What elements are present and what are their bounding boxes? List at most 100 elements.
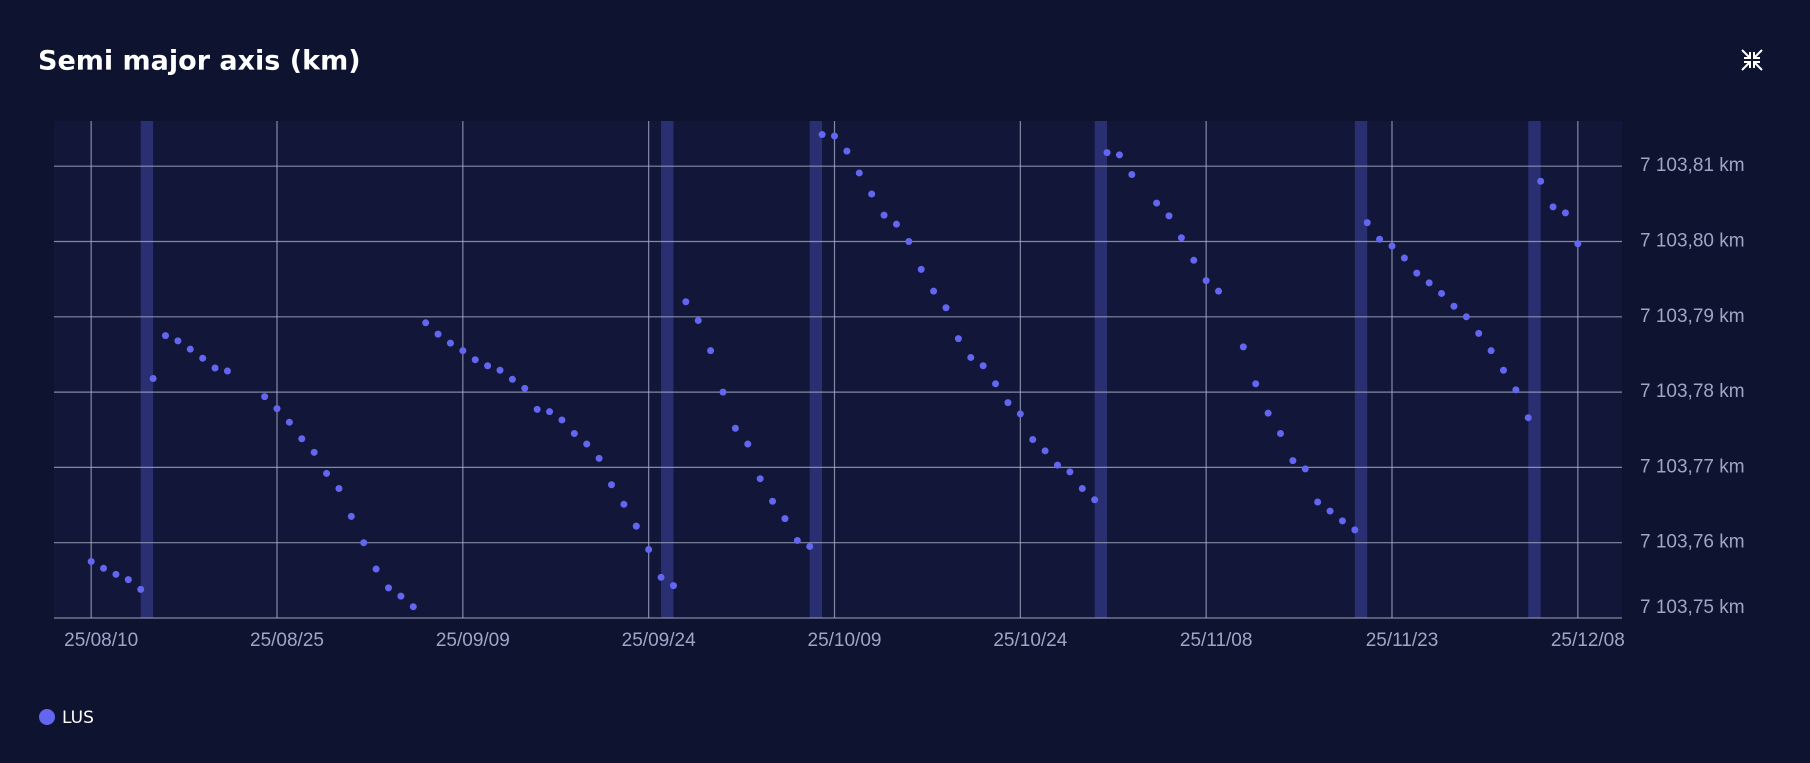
data-point	[1376, 235, 1384, 243]
data-point	[162, 332, 169, 340]
data-point	[1115, 151, 1123, 159]
collapse-icon-part	[1741, 49, 1751, 59]
collapse-button[interactable]	[1741, 49, 1763, 71]
data-point	[112, 570, 120, 578]
data-point	[1462, 313, 1470, 321]
data-point	[855, 169, 863, 177]
data-point	[149, 375, 157, 383]
data-point	[385, 584, 392, 592]
data-point	[1190, 256, 1198, 264]
data-point	[1301, 465, 1309, 473]
data-point	[223, 367, 231, 375]
data-point	[954, 335, 962, 343]
data-point	[558, 416, 566, 424]
maneuver-band	[661, 121, 674, 618]
data-point	[372, 565, 380, 573]
data-point	[917, 265, 925, 273]
data-point	[1029, 436, 1037, 444]
data-point	[496, 366, 504, 374]
data-point	[1500, 366, 1507, 374]
data-point	[806, 542, 814, 550]
data-point	[261, 393, 269, 401]
data-point	[273, 405, 281, 413]
data-point	[570, 430, 578, 438]
data-point	[1215, 287, 1223, 295]
data-point	[1413, 269, 1421, 277]
data-point	[831, 132, 838, 140]
y-tick-label: 7 103,79 km	[1640, 306, 1745, 327]
data-point	[1091, 496, 1099, 504]
collapse-icon-part	[1753, 49, 1763, 59]
x-tick-label: 25/09/09	[436, 630, 510, 651]
data-point	[682, 298, 690, 306]
data-point	[1450, 302, 1458, 310]
data-point	[1574, 240, 1582, 248]
data-point	[335, 484, 343, 492]
data-point	[521, 384, 529, 392]
data-point	[546, 408, 554, 416]
chart-title: Semi major axis (km)	[38, 46, 361, 77]
data-point	[669, 582, 677, 590]
data-point	[1338, 517, 1346, 525]
data-point	[707, 347, 715, 355]
x-tick-label: 25/10/24	[993, 630, 1067, 651]
maneuver-band	[140, 121, 154, 618]
x-tick-label: 25/08/25	[250, 630, 324, 651]
data-point	[422, 319, 430, 327]
data-point	[905, 237, 913, 245]
data-point	[1475, 329, 1483, 337]
data-point	[1041, 447, 1049, 455]
data-point	[818, 131, 826, 139]
data-point	[533, 405, 541, 413]
y-tick-label: 7 103,78 km	[1640, 381, 1745, 402]
data-point	[756, 475, 764, 483]
data-point	[1351, 526, 1359, 534]
data-point	[967, 353, 975, 361]
data-point	[979, 362, 987, 370]
data-point	[583, 440, 591, 448]
data-point	[1537, 177, 1545, 185]
data-point	[608, 481, 615, 489]
data-point	[1128, 170, 1136, 178]
data-point	[892, 220, 900, 228]
data-point	[174, 337, 182, 345]
data-point	[1054, 461, 1061, 469]
data-point	[620, 500, 628, 508]
data-point	[731, 424, 739, 432]
data-point	[459, 347, 467, 355]
data-point	[1066, 468, 1074, 476]
data-point	[1078, 484, 1086, 492]
data-point	[632, 522, 640, 530]
data-point	[100, 564, 108, 572]
y-tick-label: 7 103,81 km	[1640, 155, 1745, 176]
data-point	[434, 330, 442, 338]
data-point	[992, 380, 1000, 388]
data-point	[1277, 430, 1284, 438]
data-point	[1177, 234, 1185, 242]
data-point	[310, 448, 318, 456]
data-point	[1326, 507, 1334, 515]
x-tick-label: 25/08/10	[64, 630, 138, 651]
x-tick-label: 25/10/09	[808, 630, 882, 651]
y-tick-label: 7 103,80 km	[1640, 231, 1745, 252]
data-point	[1487, 347, 1495, 355]
data-point	[1512, 386, 1520, 394]
collapse-icon-part	[1741, 61, 1751, 71]
data-point	[137, 585, 145, 593]
data-point	[1165, 212, 1173, 220]
data-point	[1252, 380, 1260, 388]
data-point	[186, 345, 194, 353]
data-point	[694, 317, 702, 325]
data-point	[930, 287, 938, 295]
x-tick-label: 25/11/23	[1366, 630, 1439, 651]
data-point	[1400, 254, 1408, 262]
data-point	[199, 354, 207, 362]
legend-label[interactable]: LUS	[62, 708, 94, 728]
y-tick-label: 7 103,75 km	[1640, 597, 1745, 618]
data-point	[1153, 199, 1161, 207]
data-point	[1264, 409, 1272, 417]
data-point	[645, 545, 653, 553]
data-point	[595, 454, 603, 462]
data-point	[769, 497, 777, 505]
